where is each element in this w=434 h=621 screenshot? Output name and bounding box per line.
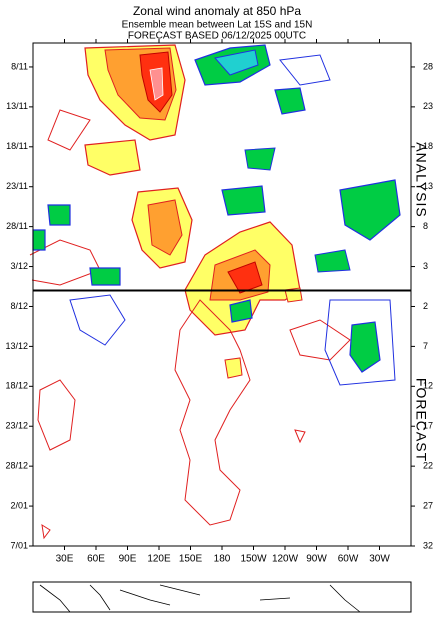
- y2-tick-label: 7: [423, 341, 428, 351]
- y2-tick-label: 22: [423, 461, 433, 471]
- contour-negative: [349, 321, 381, 373]
- y2-tick-label: 18: [423, 141, 433, 151]
- contour-negative: [221, 185, 266, 216]
- y2-tick-label: 23: [423, 101, 433, 111]
- contour-outline: [174, 299, 251, 526]
- chart-title: Zonal wind anomaly at 850 hPa: [133, 4, 301, 18]
- map-frame: [32, 581, 412, 613]
- x-tick-label: 90W: [306, 554, 327, 565]
- x-tick-label: 120E: [147, 554, 171, 565]
- y-tick-label: 23/11: [6, 181, 28, 191]
- x-tick-label: 30W: [369, 554, 390, 565]
- chart-subtitle: Ensemble mean between Lat 15S and 15N: [122, 20, 313, 31]
- map-strip: [32, 581, 412, 613]
- contours: [29, 44, 401, 540]
- contour-outline: [37, 379, 76, 451]
- contour-positive: [227, 261, 263, 294]
- contour-outline: [69, 54, 396, 386]
- contour-negative: [339, 179, 401, 241]
- contour-positive: [147, 199, 183, 256]
- y-tick-label: 8/11: [11, 61, 28, 71]
- y2-tick-label: 3: [423, 261, 428, 271]
- contour-positive: [224, 357, 243, 379]
- contour-negative: [244, 147, 351, 273]
- side-label: ANALYSIS: [413, 142, 429, 217]
- y2-tick-label: 8: [423, 221, 428, 231]
- y2-tick-label: 27: [423, 500, 433, 510]
- side-label: FORECAST: [413, 378, 429, 462]
- y2-tick-label: 2: [423, 301, 428, 311]
- contour-positive: [84, 139, 141, 176]
- contour-outline: [29, 109, 101, 286]
- y-tick-label: 18/11: [6, 141, 28, 151]
- x-tick-label: 30E: [56, 554, 74, 565]
- x-tick-label: 150W: [240, 554, 267, 565]
- y2-tick-label: 17: [423, 421, 433, 431]
- x-tick-label: 180: [214, 554, 231, 565]
- y-tick-label: 3/12: [10, 261, 28, 271]
- land: [39, 584, 361, 613]
- y2-tick-label: 28: [423, 61, 433, 71]
- y2-tick-label: 13: [423, 181, 433, 191]
- y-tick-label: 23/12: [5, 421, 28, 431]
- y-tick-label: 2/01: [10, 500, 28, 510]
- x-tick-label: 90E: [119, 554, 137, 565]
- x-tick-label: 60W: [338, 554, 359, 565]
- y-tick-label: 8/12: [10, 301, 28, 311]
- y2-tick-label: 12: [423, 381, 433, 391]
- y2-tick-label: 32: [423, 540, 433, 550]
- contour-negative: [32, 204, 121, 286]
- y-tick-label: 7/01: [10, 540, 28, 550]
- contour-negative: [274, 87, 306, 115]
- contour-negative: [214, 49, 259, 76]
- contour-outline: [41, 319, 351, 540]
- contour-positive: [149, 67, 164, 101]
- contour-negative: [229, 299, 253, 323]
- x-tick-label: 60E: [87, 554, 105, 565]
- x-tick-label: 150E: [179, 554, 203, 565]
- x-tick-label: 120W: [272, 554, 299, 565]
- y-tick-label: 28/11: [6, 221, 28, 231]
- y-tick-label: 13/11: [6, 101, 28, 111]
- y-tick-label: 13/12: [5, 341, 28, 351]
- y-tick-label: 28/12: [5, 461, 28, 471]
- y-tick-label: 18/12: [5, 381, 28, 391]
- chart-subtitle: FORECAST BASED 06/12/2025 00UTC: [128, 31, 306, 42]
